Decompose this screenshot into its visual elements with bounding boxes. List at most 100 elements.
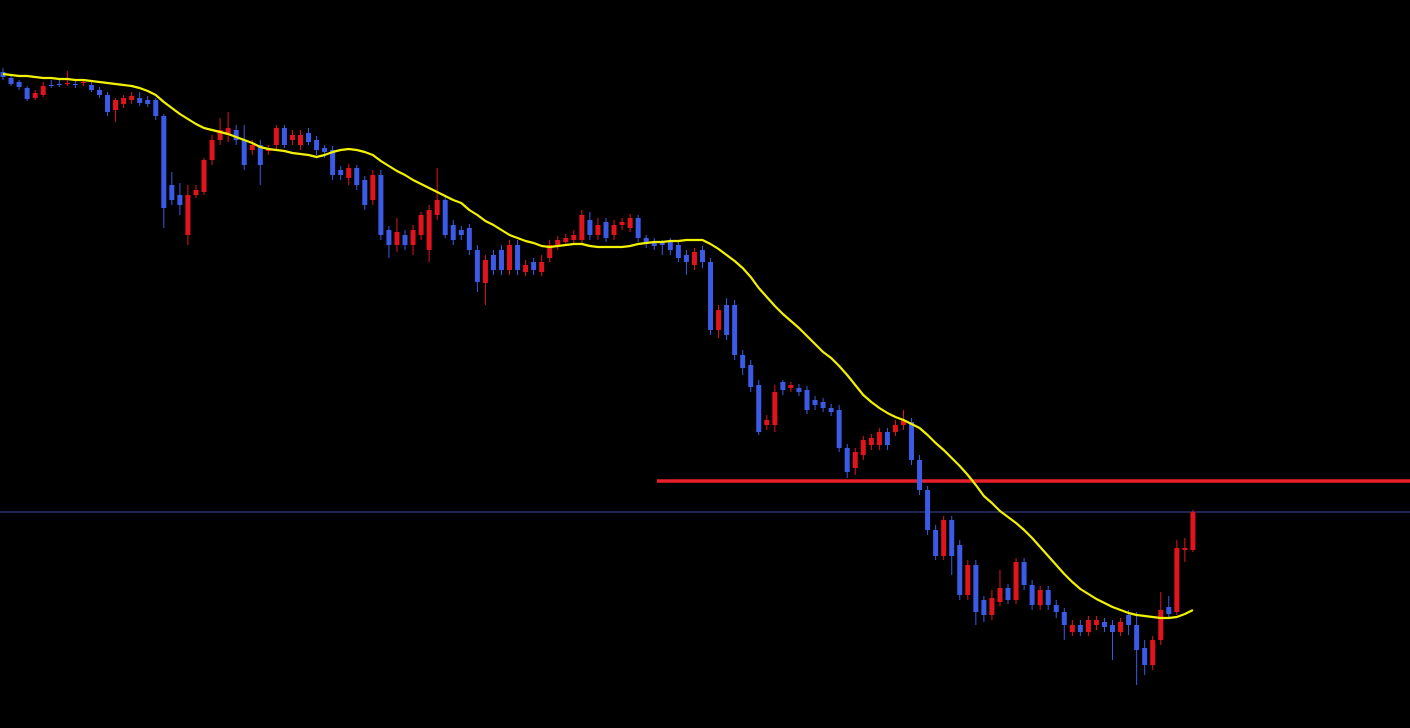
candle-body xyxy=(997,588,1003,602)
candle-body xyxy=(88,85,94,90)
candle-body xyxy=(691,252,697,265)
candle-body xyxy=(434,200,440,215)
candle-body xyxy=(265,150,271,151)
candle-body xyxy=(627,218,633,228)
candle-body xyxy=(635,218,641,238)
candle-body xyxy=(683,255,689,262)
candle-body xyxy=(973,565,979,612)
candle-body xyxy=(193,190,199,195)
candle-body xyxy=(563,238,569,242)
candle-body xyxy=(523,265,529,272)
candle-body xyxy=(699,250,705,262)
candle-body xyxy=(1126,615,1132,625)
candle-body xyxy=(185,195,191,235)
candle-body xyxy=(64,83,70,84)
candle-body xyxy=(225,128,231,135)
candle-body xyxy=(378,175,384,235)
candle-body xyxy=(306,133,312,142)
candle-body xyxy=(941,520,947,556)
candle-body xyxy=(474,250,480,282)
candle-body xyxy=(1134,625,1140,650)
candle-body xyxy=(241,140,247,165)
candle-body xyxy=(804,390,810,410)
candle-body xyxy=(1166,607,1172,614)
candle-body xyxy=(925,490,931,530)
candle-body xyxy=(8,78,14,84)
candle-body xyxy=(716,310,722,330)
candle-body xyxy=(788,385,794,388)
candle-body xyxy=(611,225,617,235)
candle-body xyxy=(603,222,609,238)
candle-body xyxy=(1037,590,1043,605)
candle-body xyxy=(281,128,287,145)
candle-body xyxy=(748,365,754,387)
candle-body xyxy=(547,245,553,258)
candle-body xyxy=(1029,585,1035,605)
candle-body xyxy=(145,100,151,104)
candle-body xyxy=(555,240,561,245)
candle-body xyxy=(113,100,119,110)
candle-body xyxy=(346,168,352,178)
candle-body xyxy=(322,148,328,152)
candle-body xyxy=(515,245,521,270)
candle-body xyxy=(273,128,279,145)
candle-body xyxy=(1085,620,1091,632)
candle-body xyxy=(868,438,874,445)
candle-body xyxy=(498,250,504,270)
candle-body xyxy=(860,440,866,455)
candle-body xyxy=(442,200,448,235)
candle-body xyxy=(80,82,86,83)
candle-body xyxy=(1053,605,1059,612)
candle-body xyxy=(153,100,159,116)
candle-body xyxy=(386,230,392,245)
candle-body xyxy=(1069,625,1075,632)
candle-body xyxy=(426,210,432,250)
candle-body xyxy=(56,84,62,85)
candle-body xyxy=(16,82,22,87)
candle-body xyxy=(579,215,585,240)
candle-body xyxy=(249,145,255,150)
candle-body xyxy=(764,420,770,425)
candle-body xyxy=(1174,548,1180,612)
candle-body xyxy=(482,260,488,283)
candle-body xyxy=(450,225,456,240)
candle-body xyxy=(177,195,183,205)
candle-body xyxy=(740,355,746,368)
candle-body xyxy=(949,520,955,556)
candle-body xyxy=(257,145,263,165)
candle-body xyxy=(338,170,344,175)
candle-body xyxy=(828,408,834,412)
candle-body xyxy=(418,215,424,235)
candle-body xyxy=(1061,612,1067,625)
moving-average-line xyxy=(2,72,1194,620)
candle-body xyxy=(330,150,336,175)
candle-body xyxy=(933,530,939,556)
candle-body xyxy=(1110,625,1116,632)
candle-body xyxy=(571,235,577,240)
candle-body xyxy=(121,98,127,104)
candle-body xyxy=(394,232,400,245)
candle-body xyxy=(314,140,320,150)
candle-body xyxy=(708,262,714,330)
candle-body xyxy=(595,225,601,235)
candle-body xyxy=(539,262,545,272)
candle-body xyxy=(105,95,111,112)
candle-body xyxy=(643,238,649,243)
candle-body xyxy=(1101,622,1107,627)
candle-body xyxy=(362,180,368,205)
candle-body xyxy=(756,385,762,432)
candle-body xyxy=(466,228,472,250)
candle-body xyxy=(909,422,915,460)
candle-body xyxy=(289,135,295,140)
candle-body xyxy=(402,235,408,245)
candle-body xyxy=(1182,548,1188,550)
candle-body xyxy=(981,600,987,615)
candle-body xyxy=(233,130,239,140)
candle-body xyxy=(659,243,665,245)
candle-body xyxy=(1190,512,1196,550)
candle-body xyxy=(169,185,175,200)
candle-body xyxy=(836,410,842,448)
candle-body xyxy=(667,242,673,250)
